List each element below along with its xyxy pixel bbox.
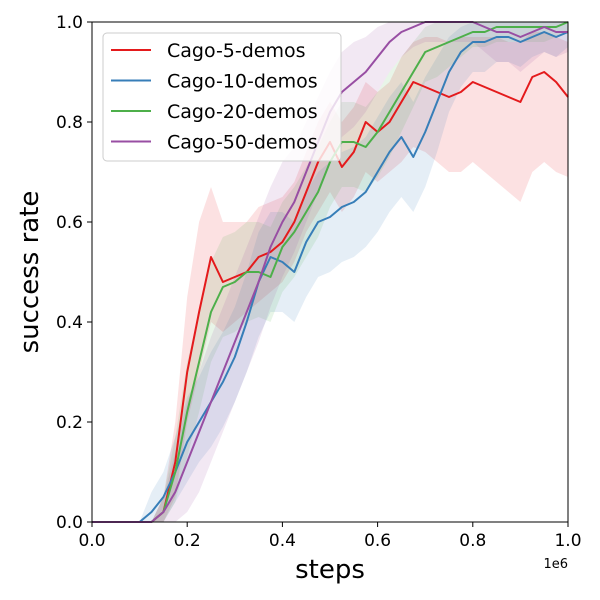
- x-tick-label: 0.8: [459, 531, 486, 551]
- band-series-4: [92, 22, 568, 522]
- x-tick-label: 0.6: [364, 531, 391, 551]
- legend-box: [102, 32, 342, 162]
- y-tick-label: 0.4: [56, 313, 83, 333]
- legend: Cago-5-demos Cago-10-demos Cago-20-demos Ca…: [102, 32, 342, 162]
- x-tick-label: 0.4: [269, 531, 296, 551]
- band-series-2: [92, 22, 568, 522]
- band-series-1: [92, 32, 568, 522]
- y-tick-label: 1.0: [56, 13, 83, 33]
- y-axis-ticks: 0.0 0.2 0.4 0.6 0.8 1.0: [56, 13, 92, 533]
- x-axis-ticks: 0.0 0.2 0.4 0.6 0.8 1.0: [78, 522, 582, 551]
- y-tick-label: 0.0: [56, 513, 83, 533]
- y-axis-label: success rate: [15, 191, 45, 354]
- series-lines: [92, 21, 569, 523]
- line-series-4: [92, 21, 568, 523]
- x-tick-label: 1.0: [554, 531, 581, 551]
- legend-label-1: Cago-5-demos: [167, 40, 306, 62]
- x-tick-label: 0.0: [78, 531, 105, 551]
- plot-frame: [91, 21, 569, 523]
- legend-label-3: Cago-20-demos: [167, 101, 318, 123]
- x-axis-label: steps: [295, 555, 365, 585]
- y-tick-label: 0.2: [56, 413, 83, 433]
- legend-label-4: Cago-50-demos: [167, 132, 318, 154]
- line-series-2: [92, 31, 569, 523]
- x-axis-offset-label: 1e6: [543, 557, 568, 572]
- legend-label-2: Cago-10-demos: [167, 71, 318, 93]
- y-tick-label: 0.6: [56, 213, 83, 233]
- line-series-1: [92, 71, 569, 523]
- line-series-3: [92, 21, 569, 523]
- x-tick-label: 0.2: [174, 531, 201, 551]
- y-tick-label: 0.8: [56, 113, 83, 133]
